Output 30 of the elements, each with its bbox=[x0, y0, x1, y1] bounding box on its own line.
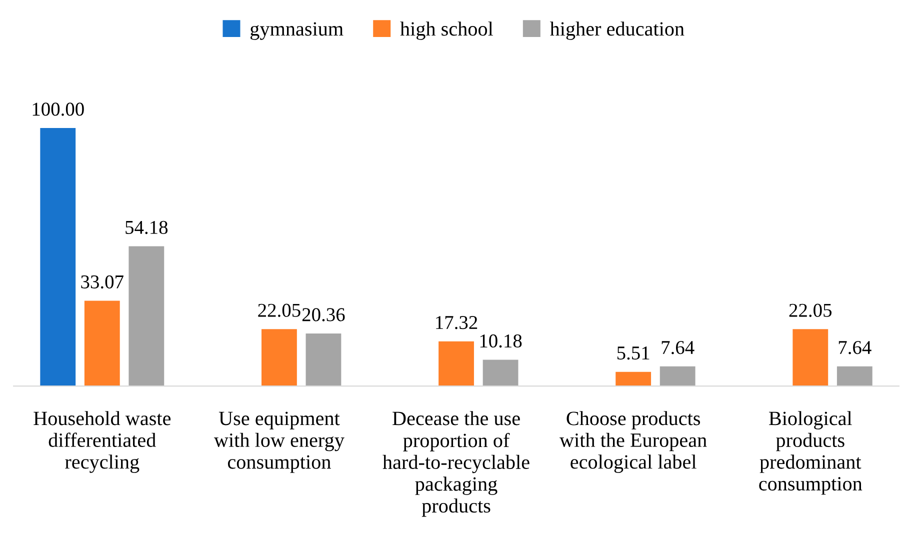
x-tick-label: Choose products with the European ecological label bbox=[560, 411, 707, 473]
data-label: 20.36 bbox=[302, 308, 345, 322]
x-tick-label: Household waste differentiated recycling bbox=[34, 411, 171, 473]
bar bbox=[660, 366, 696, 386]
data-label: 7.64 bbox=[662, 341, 694, 354]
bar bbox=[438, 341, 474, 386]
bar bbox=[306, 334, 342, 386]
data-label: 54.18 bbox=[126, 220, 168, 234]
bar bbox=[40, 128, 76, 386]
bar bbox=[616, 372, 652, 386]
bar bbox=[792, 329, 828, 386]
data-label: 10.18 bbox=[480, 334, 522, 348]
legend-label: high school bbox=[400, 22, 493, 40]
legend-label: higher education bbox=[550, 22, 684, 40]
data-label: 33.07 bbox=[81, 275, 124, 289]
data-label: 7.64 bbox=[838, 341, 872, 354]
data-label: 100.00 bbox=[32, 102, 84, 116]
bar bbox=[128, 246, 164, 386]
bar bbox=[482, 360, 518, 386]
bar bbox=[262, 329, 297, 386]
x-tick-label: Biological products predominant consumption bbox=[759, 411, 862, 495]
x-tick-label: Use equipment with low energy consumption bbox=[214, 412, 344, 473]
data-label: 22.05 bbox=[789, 304, 832, 317]
data-label: 5.51 bbox=[617, 346, 650, 360]
bar bbox=[84, 300, 120, 386]
legend-label: gymnasium bbox=[250, 22, 344, 40]
data-label: 22.05 bbox=[258, 304, 300, 317]
x-tick-label: Decease the use proportion of hard-to-recyclable packaging products bbox=[382, 411, 530, 517]
data-label: 17.32 bbox=[436, 316, 478, 330]
bar bbox=[836, 366, 872, 386]
